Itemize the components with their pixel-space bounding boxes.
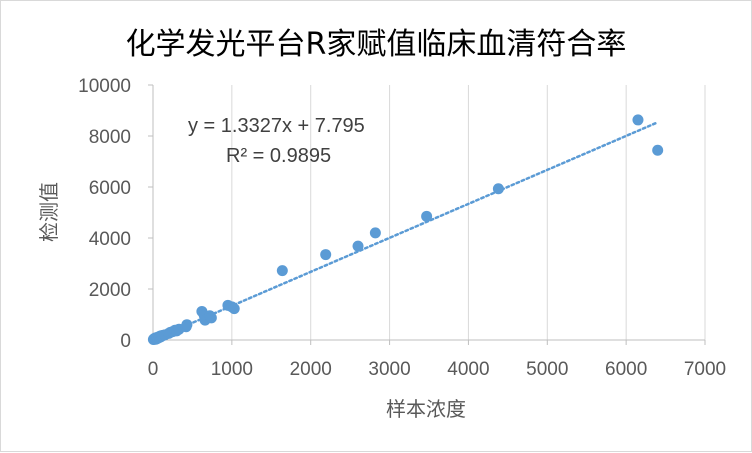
y-tick-label: 10000 <box>78 76 131 97</box>
tick-labels: 0 2000 4000 6000 8000 10000 0 1000 2000 3000 4000 5… <box>78 76 726 380</box>
chart-title: 化学发光平台R家赋值临床血清符合率 <box>125 27 627 62</box>
y-axis-title: 检测值 <box>37 182 61 242</box>
x-tick-label: 7000 <box>684 359 726 380</box>
data-point <box>492 183 504 195</box>
trendline-group <box>151 121 659 342</box>
data-point <box>181 319 193 331</box>
trendline-equation: y = 1.3327x + 7.795 <box>188 115 365 137</box>
grid-lines <box>231 85 706 340</box>
data-point <box>205 312 217 324</box>
x-tick-label: 6000 <box>605 359 647 380</box>
y-tick-label: 6000 <box>89 178 131 199</box>
x-tick-label: 4000 <box>447 359 489 380</box>
x-axis-title: 样本浓度 <box>386 397 466 421</box>
data-points <box>147 114 664 345</box>
trendline <box>151 121 659 342</box>
y-tick-label: 4000 <box>89 229 131 250</box>
data-point <box>632 114 644 126</box>
data-point <box>228 303 240 315</box>
r-squared-label: R² = 0.9895 <box>226 145 331 167</box>
data-point <box>369 227 381 239</box>
y-tick-label: 8000 <box>89 127 131 148</box>
y-tick-label: 0 <box>120 331 131 352</box>
x-tick-label: 1000 <box>211 359 253 380</box>
data-point <box>352 240 364 252</box>
x-tick-label: 5000 <box>526 359 568 380</box>
x-tick-label: 2000 <box>290 359 332 380</box>
data-point <box>652 144 664 156</box>
data-point <box>421 210 433 222</box>
x-tick-label: 0 <box>148 359 159 380</box>
y-tick-label: 2000 <box>89 280 131 301</box>
data-point <box>320 249 332 261</box>
x-tick-label: 3000 <box>368 359 410 380</box>
data-point <box>276 265 288 277</box>
